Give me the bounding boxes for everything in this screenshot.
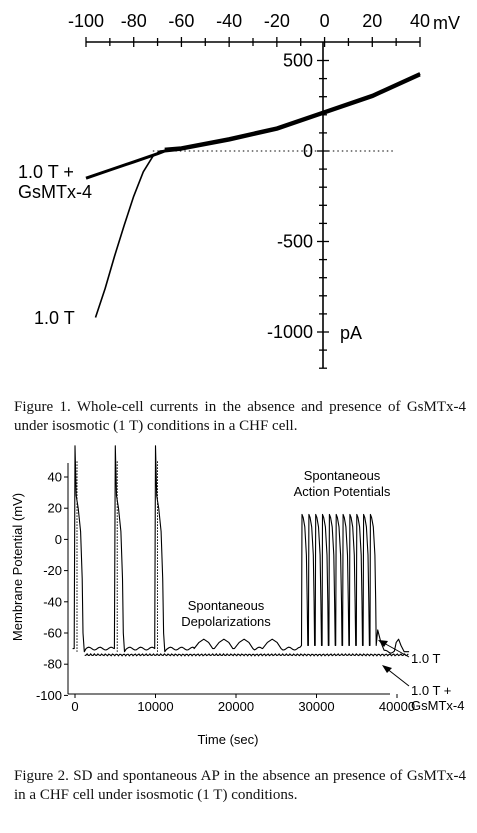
figure-1-x-unit: mV xyxy=(433,13,460,33)
figure-2-y-tick-label: -100 xyxy=(36,688,62,703)
figure-2-x-tick-label: 30000 xyxy=(298,699,334,714)
figure-2-arrow-control xyxy=(378,640,410,658)
figure-2-y-label: Membrane Potential (mV) xyxy=(10,493,25,641)
figure-2-y-tick-label: 40 xyxy=(48,470,62,485)
figure-2-y-tick-label: -20 xyxy=(43,563,62,578)
figure-1-y-tick-labels: 500 0 -500 -1000 xyxy=(267,51,313,343)
figure-1-iv-plot: -100 -80 -60 -40 -20 0 20 40 500 0 -500 -1000 mV p… xyxy=(18,11,460,369)
figure-1-series-control xyxy=(94,74,421,318)
figure-2-x-tick-label: 0 xyxy=(71,699,78,714)
figure-2-y-tick-label: -40 xyxy=(43,594,62,609)
figure-1-y-tick-label: 500 xyxy=(283,51,313,71)
figure-2-y-tick-label: 20 xyxy=(48,501,62,516)
figure-1-x-tick-label: 20 xyxy=(362,11,382,31)
figure-2-series-treated xyxy=(84,653,409,657)
figure-2-label-control: 1.0 T xyxy=(411,651,440,666)
figure-1-x-tick-label: -80 xyxy=(121,11,147,31)
figure-2-y-tick-label: 0 xyxy=(55,532,62,547)
figure-1-y-unit: pA xyxy=(340,323,362,343)
figure-2-caption: Figure 2. SD and spontaneous AP in the a… xyxy=(14,768,466,803)
figure-1-label-treated-2: GsMTx-4 xyxy=(18,182,92,202)
figure-2-y-tick-label: -80 xyxy=(43,657,62,672)
figure-2-annotation-depolarizations-2: Depolarizations xyxy=(181,614,271,629)
figure-1-y-tick-label: 0 xyxy=(303,141,313,161)
figure-2-x-label: Time (sec) xyxy=(198,732,259,747)
figure-1-label-control: 1.0 T xyxy=(34,308,75,328)
figure-2-x-tick-label: 40000 xyxy=(379,699,415,714)
figure-1-label-treated-1: 1.0 T + xyxy=(18,162,74,182)
figure-1-y-tick-label: -500 xyxy=(277,232,313,252)
figure-2-x-tick-labels: 0 10000 20000 30000 40000 xyxy=(71,699,415,714)
figure-2-y-tick-labels: 40 20 0 -20 -40 -60 -80 -100 xyxy=(36,470,62,703)
figure-2-label-treated-1: 1.0 T + xyxy=(411,683,451,698)
figure-1-series xyxy=(85,72,421,318)
figure-2-x-tick-label: 20000 xyxy=(218,699,254,714)
figure-2-series xyxy=(72,445,410,657)
figure-1-x-tick-label: -100 xyxy=(68,11,104,31)
figure-2-arrow-treated xyxy=(382,665,410,687)
figure-2-axes xyxy=(64,463,398,698)
figure-2-membrane-potential-plot: 0 10000 20000 30000 40000 40 20 0 -20 -40 -60 -80 -… xyxy=(10,445,464,747)
figure-2-annotation-ap-1: Spontaneous xyxy=(304,468,381,483)
figure-1-x-tick-labels: -100 -80 -60 -40 -20 0 20 40 xyxy=(68,11,430,31)
figure-2-annotation-ap-2: Action Potentials xyxy=(294,484,391,499)
figure-1-x-tick-label: 40 xyxy=(410,11,430,31)
figure-2-x-tick-label: 10000 xyxy=(137,699,173,714)
figure-1-series-treated xyxy=(85,73,421,180)
figure-2-series-control xyxy=(72,445,410,654)
figure-1-x-tick-label: -20 xyxy=(264,11,290,31)
figure-2-label-treated-2: GsMTx-4 xyxy=(411,698,464,713)
figure-1-x-tick-label: -40 xyxy=(216,11,242,31)
figure-1-caption: Figure 1. Whole-cell currents in the abs… xyxy=(14,399,466,434)
figure-1-y-tick-label: -1000 xyxy=(267,322,313,342)
figure-2-y-tick-label: -60 xyxy=(43,626,62,641)
figure-1-series-overlap xyxy=(164,72,421,151)
figure-1-x-tick-label: -60 xyxy=(168,11,194,31)
figure-1-axes xyxy=(85,37,421,369)
figure-1-x-tick-label: 0 xyxy=(320,11,330,31)
figure-2-annotation-depolarizations-1: Spontaneous xyxy=(188,598,265,613)
